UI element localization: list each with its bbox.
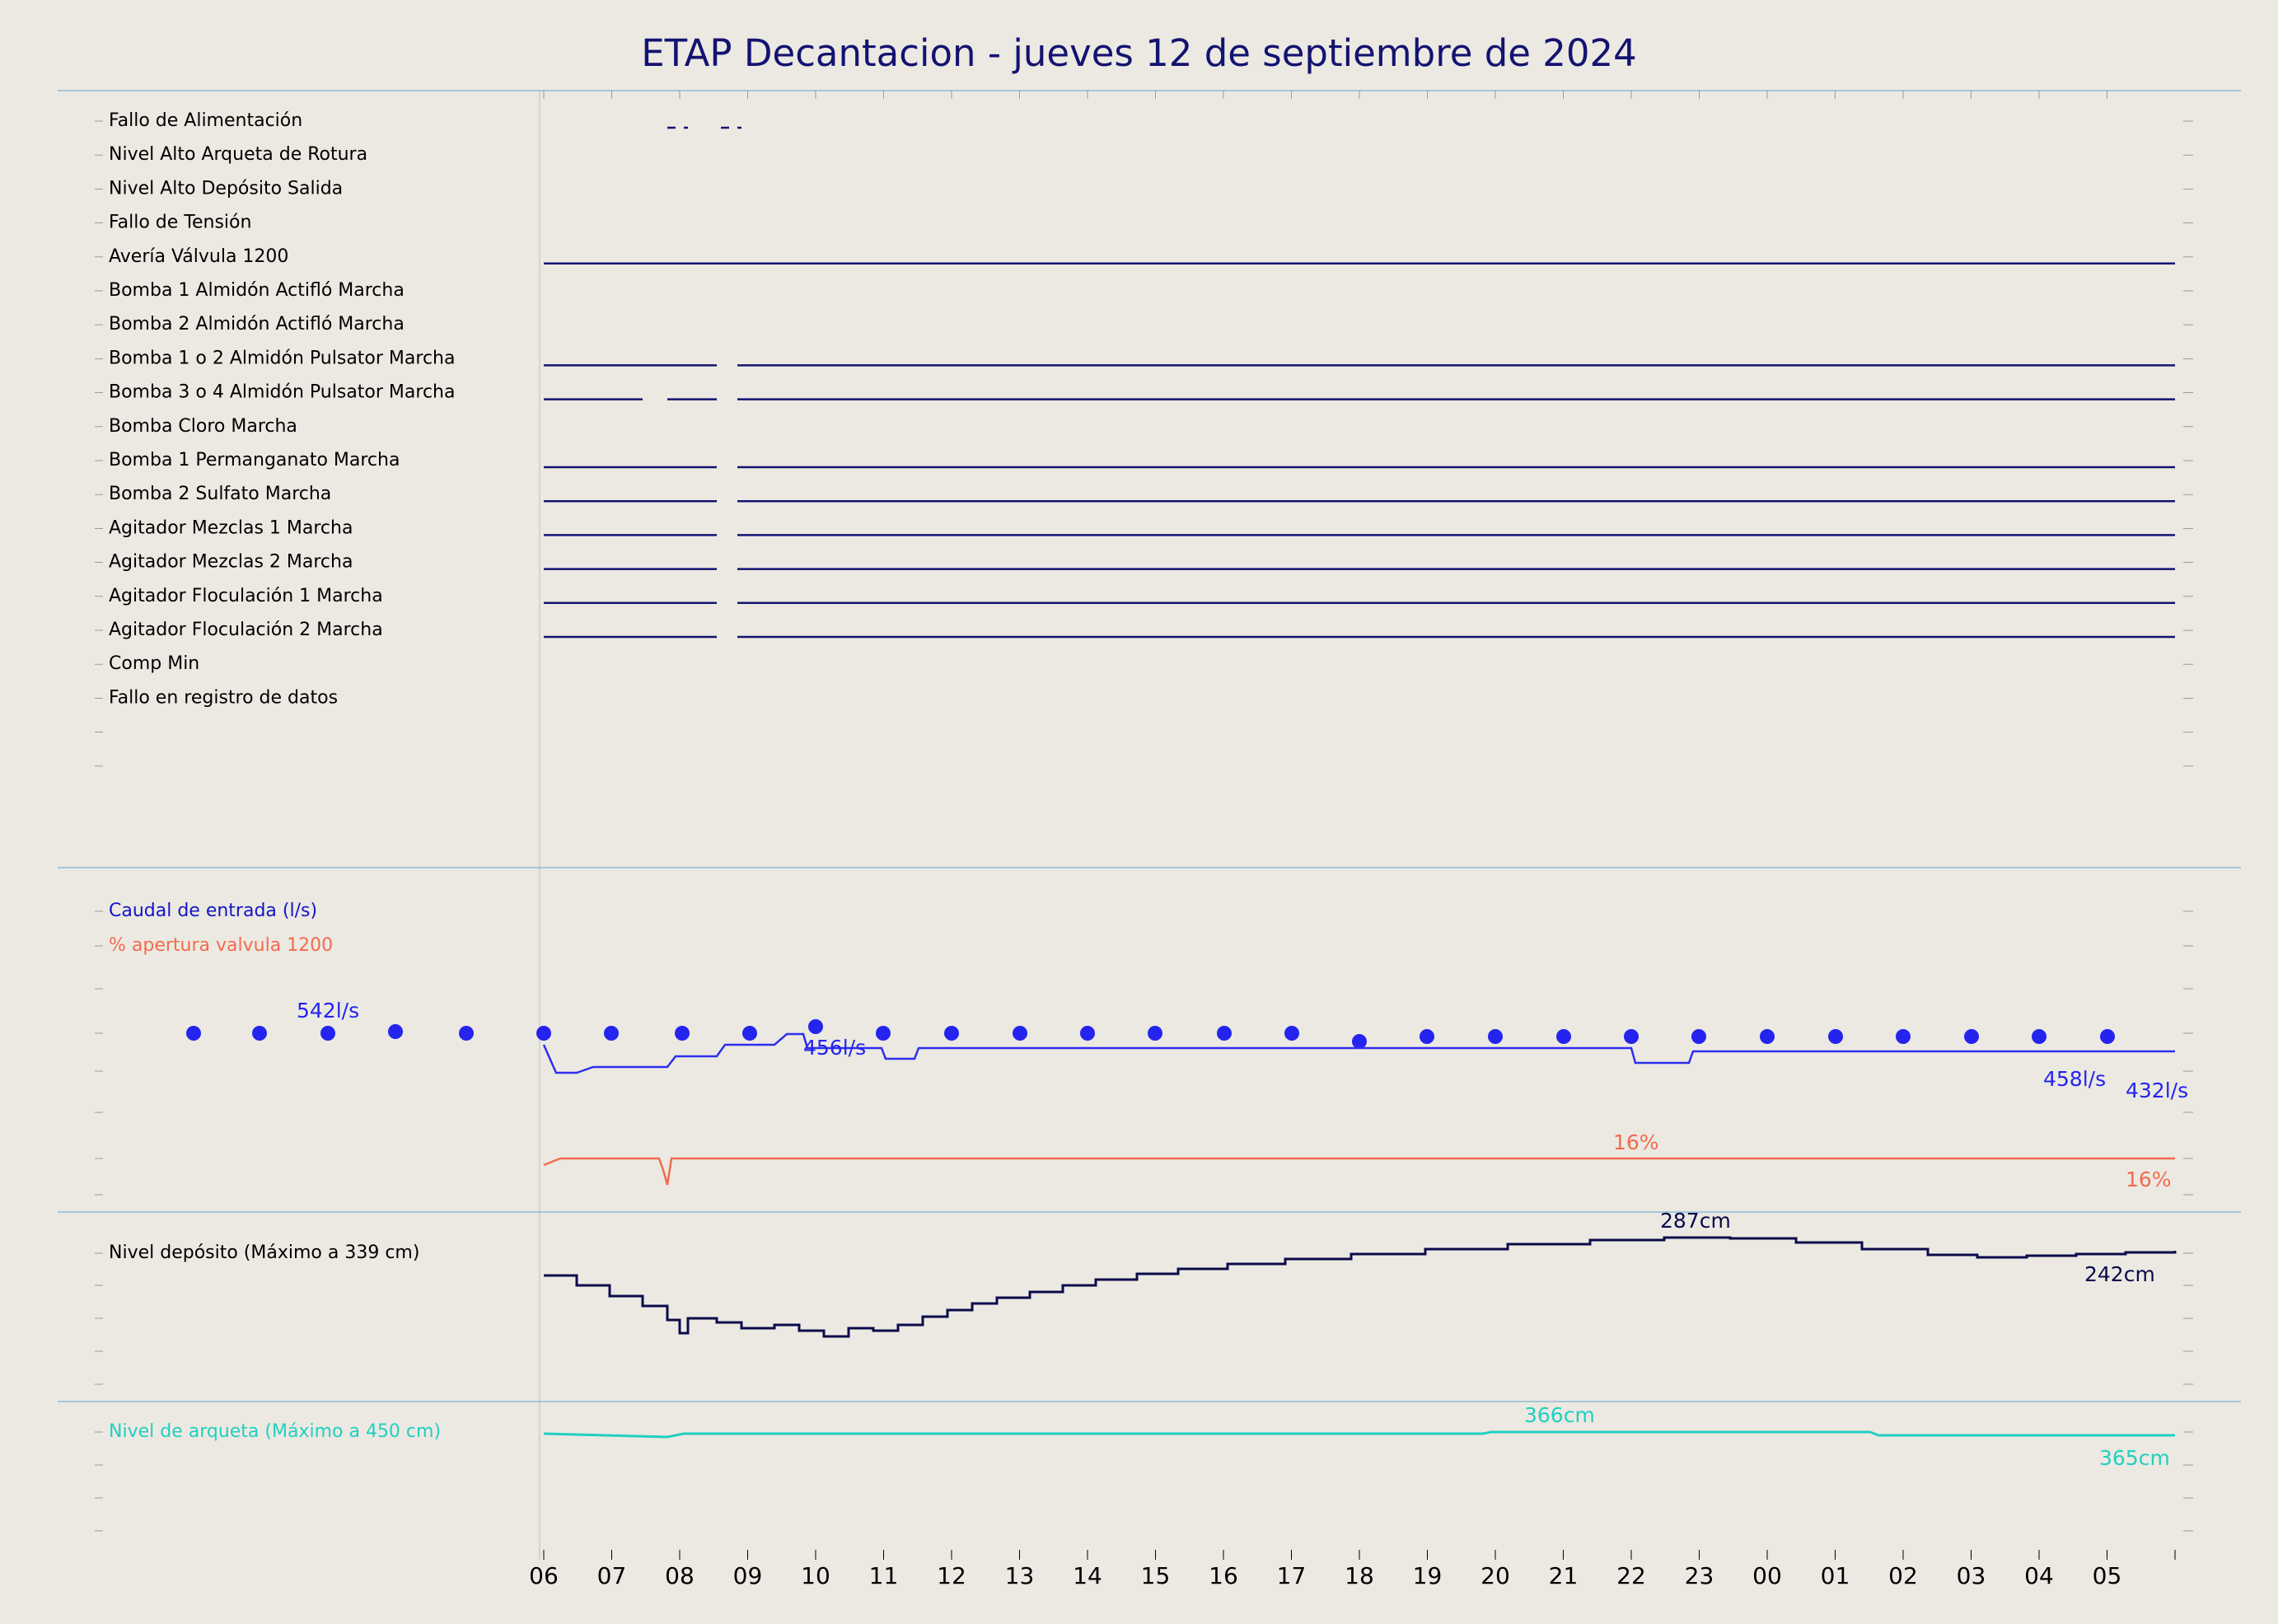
caudal-dot (944, 1026, 959, 1041)
x-tick-label: 23 (1685, 1562, 1714, 1589)
state-row-label: Comp Min (109, 653, 199, 674)
x-tick-label: 10 (801, 1562, 830, 1589)
state-row-label: Bomba 2 Almidón Actifló Marcha (109, 314, 405, 335)
nivel-arq-anno: 366cm (1524, 1403, 1595, 1427)
caudal-dot (1352, 1034, 1367, 1049)
x-tick-label: 04 (2024, 1562, 2054, 1589)
nivel-arq-line (544, 1432, 2175, 1437)
x-tick-label: 18 (1345, 1562, 1374, 1589)
state-row-label: Bomba 1 o 2 Almidón Pulsator Marcha (109, 348, 455, 368)
x-tick-label: 13 (1005, 1562, 1035, 1589)
caudal-dot (388, 1024, 403, 1039)
x-tick-label: 03 (1957, 1562, 1986, 1589)
x-tick-label: 05 (2093, 1562, 2122, 1589)
state-row-label: Bomba Cloro Marcha (109, 416, 297, 437)
caudal-dot (186, 1026, 201, 1041)
state-row-label: Agitador Floculación 2 Marcha (109, 620, 383, 640)
caudal-dot (2100, 1029, 2115, 1044)
x-tick-label: 08 (665, 1562, 695, 1589)
state-row-label: Nivel Alto Depósito Salida (109, 178, 343, 199)
x-tick-label: 11 (869, 1562, 899, 1589)
state-row-label: Bomba 2 Sulfato Marcha (109, 484, 331, 504)
x-tick-label: 12 (937, 1562, 966, 1589)
x-tick-label: 22 (1616, 1562, 1646, 1589)
x-tick-label: 14 (1073, 1562, 1102, 1589)
state-row-label: Bomba 3 o 4 Almidón Pulsator Marcha (109, 382, 455, 403)
caudal-dot (1080, 1026, 1095, 1041)
caudal-dot (320, 1026, 335, 1041)
caudal-dot (1624, 1029, 1639, 1044)
nivel-dep-anno: 242cm (2084, 1262, 2155, 1286)
apertura-label: % apertura valvula 1200 (109, 935, 333, 956)
apertura-line (544, 1158, 2175, 1185)
caudal-dot (604, 1026, 619, 1041)
x-tick-label: 02 (1888, 1562, 1918, 1589)
caudal-dot (252, 1026, 267, 1041)
x-tick-label: 15 (1141, 1562, 1171, 1589)
caudal-dot (2032, 1029, 2046, 1044)
caudal-dot (1556, 1029, 1571, 1044)
caudal-anno: 432l/s (2126, 1079, 2188, 1102)
chart-svg: Fallo de Alimentación Nivel Alto Arqueta … (0, 0, 2278, 1624)
x-tick-label: 00 (1752, 1562, 1782, 1589)
state-row-label: Fallo de Tensión (109, 213, 251, 233)
caudal-dot (675, 1026, 690, 1041)
caudal-dot (1013, 1026, 1027, 1041)
state-row-label: Agitador Floculación 1 Marcha (109, 586, 383, 606)
caudal-dot (459, 1026, 474, 1041)
caudal-dot (1760, 1029, 1775, 1044)
state-row-label: Nivel Alto Arqueta de Rotura (109, 144, 367, 165)
caudal-dot (1284, 1026, 1299, 1041)
nivel-arq-label: Nivel de arqueta (Máximo a 450 cm) (109, 1421, 441, 1442)
x-tick-label: 07 (597, 1562, 627, 1589)
nivel-arq-anno: 365cm (2099, 1446, 2170, 1470)
x-tick-label: 06 (529, 1562, 559, 1589)
apertura-anno: 16% (2126, 1168, 2172, 1191)
state-row-label: Bomba 1 Almidón Actifló Marcha (109, 280, 405, 301)
state-row-label: Fallo en registro de datos (109, 687, 338, 708)
x-tick-label: 20 (1480, 1562, 1510, 1589)
state-row-label: Agitador Mezclas 2 Marcha (109, 552, 353, 573)
caudal-anno: 542l/s (297, 999, 359, 1023)
x-tick-label: 09 (733, 1562, 763, 1589)
nivel-dep-anno: 287cm (1660, 1209, 1731, 1233)
caudal-dot (1896, 1029, 1911, 1044)
state-row-label: Fallo de Alimentación (109, 110, 302, 131)
caudal-dot (1691, 1029, 1706, 1044)
caudal-dot (536, 1026, 551, 1041)
caudal-dot (1828, 1029, 1843, 1044)
state-row-label: Bomba 1 Permanganato Marcha (109, 450, 400, 470)
caudal-dot (1217, 1026, 1232, 1041)
nivel-dep-line (544, 1238, 2175, 1336)
caudal-anno: 458l/s (2043, 1067, 2106, 1091)
state-row-label: Agitador Mezclas 1 Marcha (109, 517, 353, 538)
x-tick-label: 19 (1413, 1562, 1443, 1589)
x-tick-label: 16 (1209, 1562, 1238, 1589)
caudal-dot (1420, 1029, 1434, 1044)
x-tick-label: 01 (1821, 1562, 1850, 1589)
caudal-label: Caudal de entrada (l/s) (109, 901, 317, 921)
apertura-anno: 16% (1613, 1130, 1659, 1154)
caudal-anno: 456l/s (803, 1036, 866, 1060)
caudal-dot (1488, 1029, 1503, 1044)
caudal-dot (742, 1026, 757, 1041)
caudal-dot (876, 1026, 891, 1041)
caudal-dot (1964, 1029, 1979, 1044)
caudal-dot (808, 1019, 823, 1034)
nivel-dep-label: Nivel depósito (Máximo a 339 cm) (109, 1243, 419, 1263)
x-tick-label: 21 (1549, 1562, 1579, 1589)
caudal-dot (1148, 1026, 1162, 1041)
state-row-label: Avería Válvula 1200 (109, 246, 288, 267)
x-tick-label: 17 (1277, 1562, 1307, 1589)
